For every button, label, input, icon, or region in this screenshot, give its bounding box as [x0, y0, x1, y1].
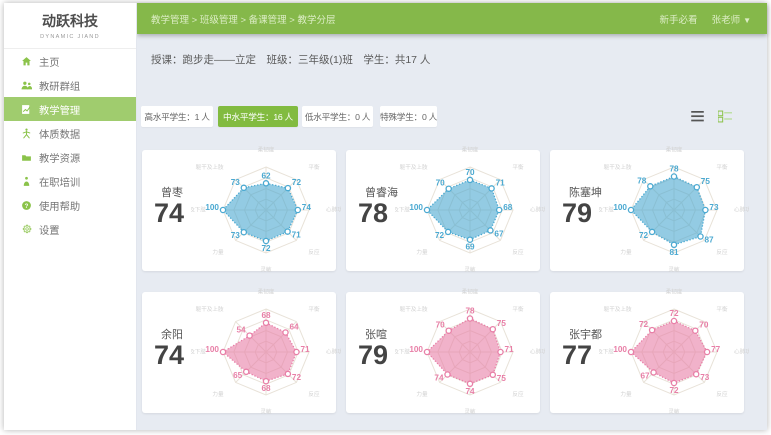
svg-text:躯干及上肢: 躯干及上肢 — [400, 305, 428, 313]
svg-text:87: 87 — [705, 236, 715, 245]
svg-text:心肺功能: 心肺功能 — [326, 348, 341, 356]
svg-text:躯干及下肢: 躯干及下肢 — [191, 348, 206, 356]
svg-text:力量: 力量 — [212, 390, 224, 398]
svg-text:100: 100 — [409, 203, 423, 212]
svg-text:78: 78 — [669, 165, 679, 174]
svg-text:灵敏: 灵敏 — [668, 266, 680, 274]
svg-text:100: 100 — [409, 345, 423, 354]
svg-text:躯干及上肢: 躯干及上肢 — [604, 305, 632, 313]
svg-text:力量: 力量 — [416, 248, 428, 256]
svg-text:柔韧度: 柔韧度 — [666, 288, 683, 296]
svg-text:柔韧度: 柔韧度 — [258, 288, 275, 296]
svg-text:柔韧度: 柔韧度 — [666, 146, 683, 154]
svg-text:72: 72 — [292, 373, 302, 382]
svg-text:72: 72 — [435, 231, 445, 240]
svg-text:心肺功能: 心肺功能 — [734, 206, 749, 214]
svg-text:反应: 反应 — [716, 390, 728, 398]
svg-text:灵敏: 灵敏 — [464, 266, 476, 274]
svg-text:69: 69 — [465, 243, 475, 252]
svg-text:躯干及上肢: 躯干及上肢 — [196, 163, 224, 171]
svg-text:54: 54 — [236, 326, 246, 335]
svg-text:躯干及下肢: 躯干及下肢 — [599, 348, 614, 356]
svg-text:72: 72 — [292, 178, 302, 187]
svg-text:平衡: 平衡 — [512, 305, 524, 313]
svg-text:68: 68 — [503, 203, 513, 212]
svg-text:73: 73 — [231, 178, 241, 187]
svg-text:64: 64 — [290, 323, 300, 332]
svg-text:81: 81 — [669, 248, 679, 257]
svg-text:?: ? — [25, 203, 29, 209]
svg-text:70: 70 — [699, 321, 709, 330]
svg-text:72: 72 — [669, 309, 679, 318]
svg-text:78: 78 — [465, 307, 475, 316]
svg-text:力量: 力量 — [212, 248, 224, 256]
svg-text:100: 100 — [613, 203, 627, 212]
svg-text:70: 70 — [465, 168, 475, 177]
svg-text:67: 67 — [640, 371, 650, 380]
svg-text:柔韧度: 柔韧度 — [462, 288, 479, 296]
svg-text:平衡: 平衡 — [512, 163, 524, 171]
svg-text:心肺功能: 心肺功能 — [734, 348, 749, 356]
svg-text:71: 71 — [301, 345, 311, 354]
svg-text:反应: 反应 — [308, 248, 320, 256]
svg-text:灵敏: 灵敏 — [260, 266, 272, 274]
svg-text:100: 100 — [205, 345, 219, 354]
svg-text:灵敏: 灵敏 — [260, 408, 272, 416]
svg-text:74: 74 — [302, 203, 312, 212]
svg-text:77: 77 — [711, 345, 721, 354]
svg-text:71: 71 — [505, 345, 515, 354]
svg-text:力量: 力量 — [620, 390, 632, 398]
svg-text:力量: 力量 — [620, 248, 632, 256]
svg-text:平衡: 平衡 — [308, 305, 320, 313]
svg-text:灵敏: 灵敏 — [668, 408, 680, 416]
svg-text:72: 72 — [639, 320, 649, 329]
svg-text:75: 75 — [497, 374, 507, 383]
svg-text:反应: 反应 — [308, 390, 320, 398]
svg-text:75: 75 — [701, 177, 711, 186]
svg-text:62: 62 — [261, 171, 271, 180]
svg-text:70: 70 — [436, 321, 446, 330]
svg-text:平衡: 平衡 — [308, 163, 320, 171]
svg-text:躯干及下肢: 躯干及下肢 — [191, 206, 206, 214]
svg-text:71: 71 — [496, 178, 506, 187]
svg-text:74: 74 — [465, 387, 475, 396]
svg-text:躯干及下肢: 躯干及下肢 — [395, 206, 410, 214]
svg-text:躯干及上肢: 躯干及上肢 — [196, 305, 224, 313]
svg-text:73: 73 — [231, 231, 241, 240]
svg-text:70: 70 — [436, 179, 446, 188]
svg-text:心肺功能: 心肺功能 — [530, 348, 545, 356]
svg-text:68: 68 — [261, 311, 271, 320]
svg-text:74: 74 — [434, 374, 444, 383]
svg-text:100: 100 — [205, 203, 219, 212]
svg-text:67: 67 — [494, 229, 504, 238]
svg-text:柔韧度: 柔韧度 — [258, 146, 275, 154]
svg-text:72: 72 — [261, 244, 271, 253]
svg-text:78: 78 — [637, 176, 647, 185]
svg-text:72: 72 — [639, 231, 649, 240]
svg-text:73: 73 — [700, 373, 710, 382]
svg-text:平衡: 平衡 — [716, 305, 728, 313]
svg-text:心肺功能: 心肺功能 — [326, 206, 341, 214]
svg-text:73: 73 — [709, 203, 719, 212]
svg-text:反应: 反应 — [716, 248, 728, 256]
svg-text:反应: 反应 — [512, 390, 524, 398]
svg-text:躯干及上肢: 躯干及上肢 — [604, 163, 632, 171]
svg-text:反应: 反应 — [512, 248, 524, 256]
svg-text:柔韧度: 柔韧度 — [462, 146, 479, 154]
svg-text:心肺功能: 心肺功能 — [530, 206, 545, 214]
svg-text:75: 75 — [497, 319, 507, 328]
svg-text:躯干及下肢: 躯干及下肢 — [395, 348, 410, 356]
svg-text:72: 72 — [669, 386, 679, 395]
svg-text:65: 65 — [233, 371, 243, 380]
svg-text:68: 68 — [261, 384, 271, 393]
svg-text:100: 100 — [613, 345, 627, 354]
svg-text:平衡: 平衡 — [716, 163, 728, 171]
svg-text:躯干及下肢: 躯干及下肢 — [599, 206, 614, 214]
svg-text:灵敏: 灵敏 — [464, 408, 476, 416]
svg-text:力量: 力量 — [416, 390, 428, 398]
svg-text:躯干及上肢: 躯干及上肢 — [400, 163, 428, 171]
svg-text:71: 71 — [292, 231, 302, 240]
